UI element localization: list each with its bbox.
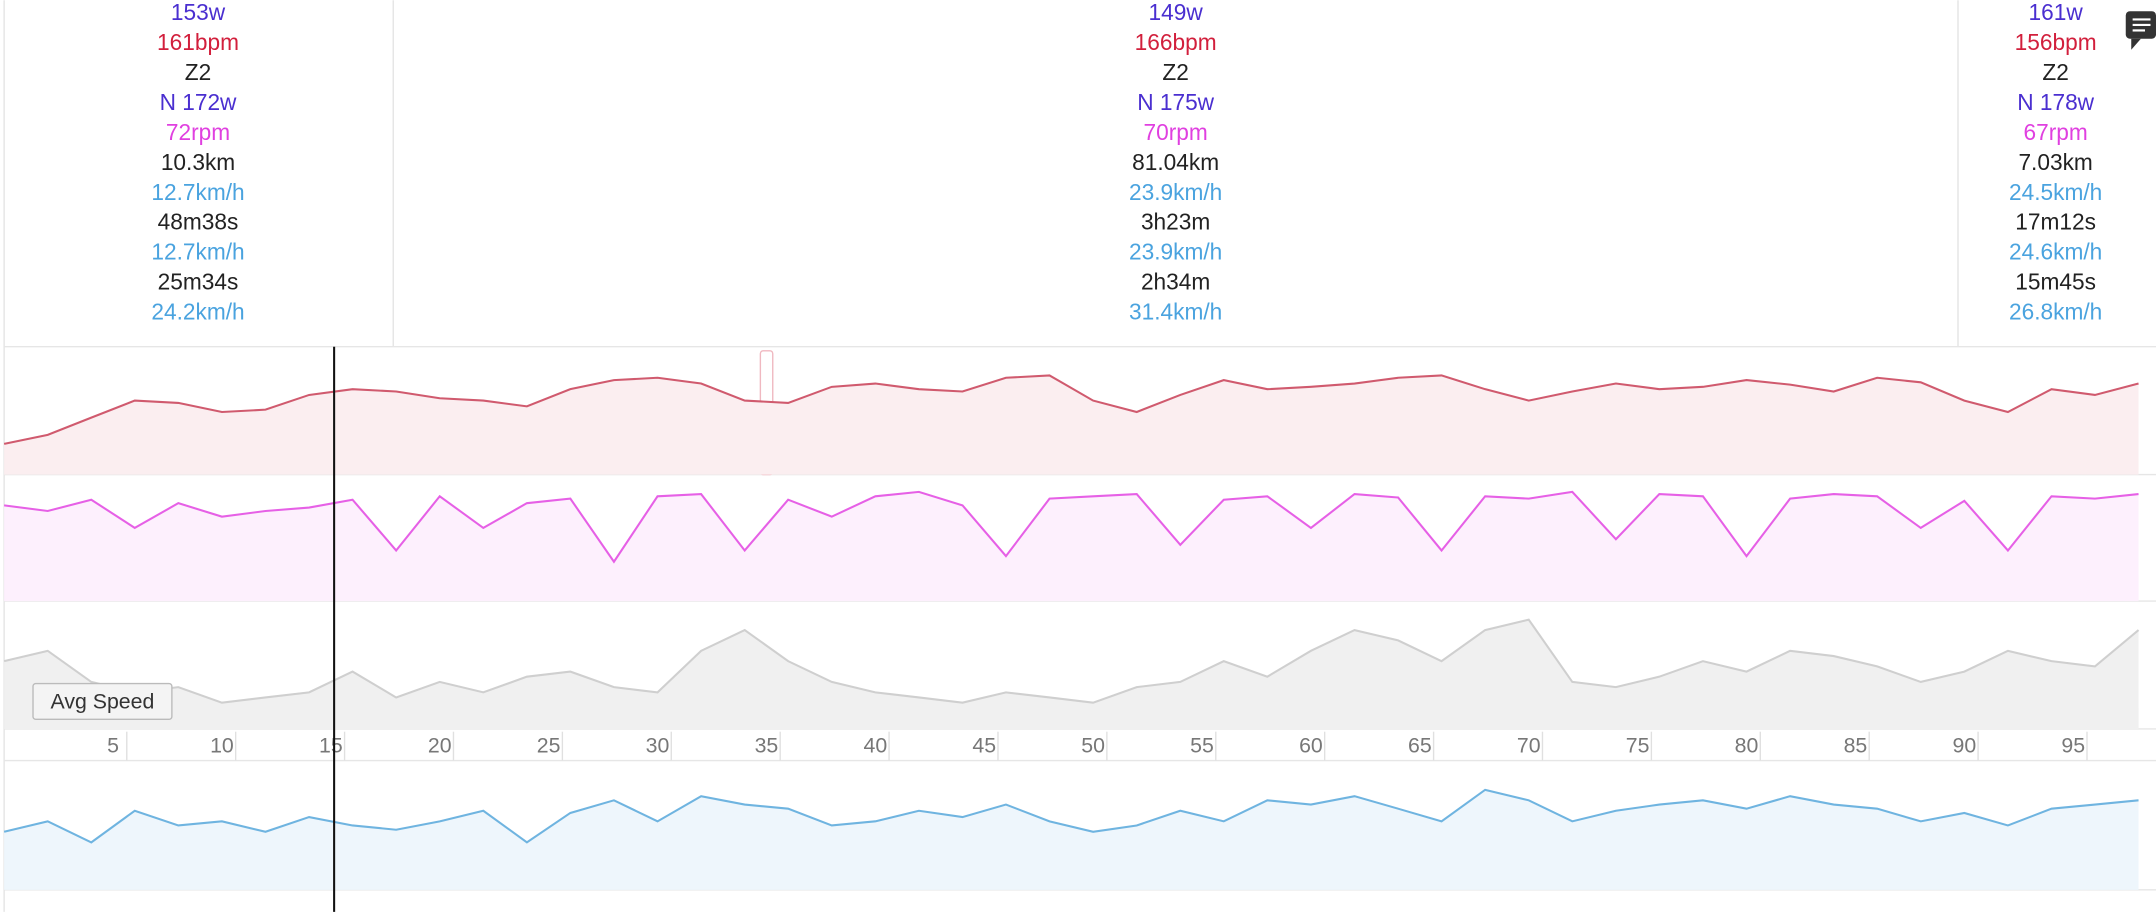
stat-value: 25m34s bbox=[158, 269, 239, 295]
stat-value: 17m12s bbox=[2015, 209, 2096, 235]
series-area bbox=[4, 491, 2139, 602]
stat-value: 70rpm bbox=[1143, 119, 1207, 145]
stat-value: 24.5km/h bbox=[2009, 179, 2102, 205]
stat-value: 26.8km/h bbox=[2009, 299, 2102, 325]
stat-value: 24.2km/h bbox=[151, 299, 244, 325]
series-line bbox=[3, 618, 2140, 704]
stat-value: Z2 bbox=[2042, 59, 2068, 85]
x-tick-label: 20 bbox=[428, 733, 452, 757]
tooltip-text: Avg Speed bbox=[51, 689, 155, 713]
stat-value: 2h34m bbox=[1141, 269, 1210, 295]
x-tick-label: 25 bbox=[537, 733, 561, 757]
chat-icon[interactable] bbox=[2125, 11, 2156, 50]
stat-value: 67rpm bbox=[2023, 119, 2087, 145]
stat-value: 81.04km bbox=[1132, 149, 1219, 175]
x-tick-label: 35 bbox=[755, 733, 779, 757]
x-tick-label: 80 bbox=[1735, 733, 1759, 757]
x-tick-label: 5 bbox=[107, 733, 119, 757]
x-tick-label: 60 bbox=[1299, 733, 1323, 757]
x-tick-label: 10 bbox=[210, 733, 234, 757]
stat-value: 156bpm bbox=[2015, 29, 2097, 55]
tooltip: Avg Speed bbox=[32, 682, 173, 720]
x-tick-label: 65 bbox=[1408, 733, 1432, 757]
stat-value: 23.9km/h bbox=[1129, 179, 1222, 205]
x-tick-label: 40 bbox=[863, 733, 887, 757]
stat-value: 72rpm bbox=[166, 119, 230, 145]
stat-value: 149w bbox=[1149, 0, 1204, 25]
stat-value: 12.7km/h bbox=[151, 179, 244, 205]
stat-value: Z2 bbox=[185, 59, 211, 85]
series-line bbox=[3, 374, 2139, 445]
series-area bbox=[4, 789, 2139, 890]
stat-value: Z2 bbox=[1162, 59, 1188, 85]
series-line bbox=[3, 490, 2139, 564]
stat-value: 24.6km/h bbox=[2009, 239, 2102, 265]
stat-value: 161w bbox=[2029, 0, 2084, 25]
stat-value: 161bpm bbox=[157, 29, 239, 55]
stat-value: 31.4km/h bbox=[1129, 299, 1222, 325]
stat-value: 3h23m bbox=[1141, 209, 1210, 235]
stat-value: 7.03km bbox=[2018, 149, 2092, 175]
stat-value: 15m45s bbox=[2015, 269, 2096, 295]
stat-value: 10.3km bbox=[161, 149, 235, 175]
x-tick-label: 85 bbox=[1844, 733, 1868, 757]
stat-value: 12.7km/h bbox=[151, 239, 244, 265]
series-area bbox=[4, 619, 2139, 729]
x-tick-label: 95 bbox=[2061, 733, 2085, 757]
stat-value: N 175w bbox=[1137, 89, 1214, 115]
x-tick-label: 15 bbox=[319, 733, 343, 757]
stat-value: N 178w bbox=[2017, 89, 2094, 115]
x-tick-label: 90 bbox=[1952, 733, 1976, 757]
x-tick-label: 70 bbox=[1517, 733, 1541, 757]
stat-value: 166bpm bbox=[1135, 29, 1217, 55]
tooltip-box bbox=[32, 682, 173, 720]
x-tick-label: 55 bbox=[1190, 733, 1214, 757]
chat-icon-tail bbox=[2131, 38, 2141, 50]
stat-value: N 172w bbox=[160, 89, 237, 115]
x-tick-label: 50 bbox=[1081, 733, 1105, 757]
stat-value: 153w bbox=[171, 0, 226, 25]
x-tick-label: 45 bbox=[972, 733, 996, 757]
series-area bbox=[4, 375, 2139, 475]
stat-value: 48m38s bbox=[158, 209, 239, 235]
x-tick-label: 30 bbox=[646, 733, 670, 757]
x-tick-label: 75 bbox=[1626, 733, 1650, 757]
series-line bbox=[3, 788, 2139, 844]
stat-value: 23.9km/h bbox=[1129, 239, 1222, 265]
